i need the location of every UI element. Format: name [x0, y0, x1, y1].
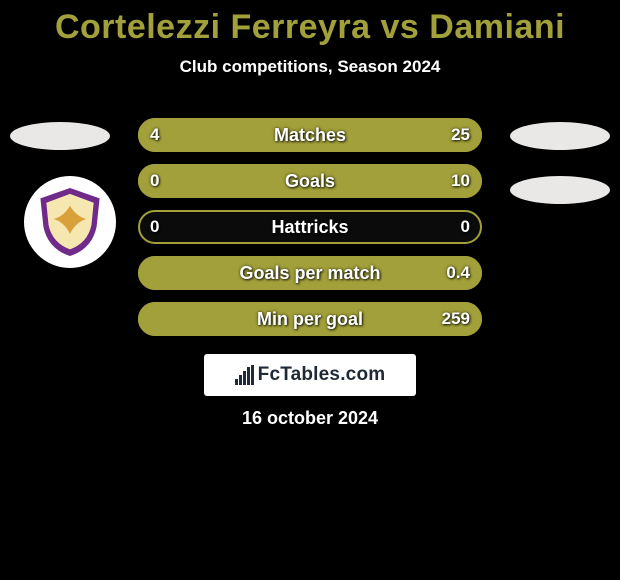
player-right-avatar-placeholder-2 — [510, 176, 610, 204]
page-title: Cortelezzi Ferreyra vs Damiani — [0, 0, 620, 47]
footer-logo: FcTables.com — [204, 354, 416, 396]
stat-row-min-per-goal: Min per goal259 — [138, 302, 482, 336]
bar-chart-icon — [235, 365, 254, 385]
player-right-avatar-placeholder-1 — [510, 122, 610, 150]
stat-value-left: 0 — [150, 164, 159, 198]
stat-value-right: 259 — [442, 302, 470, 336]
club-badge-icon — [33, 185, 107, 259]
player-left-avatar-placeholder — [10, 122, 110, 150]
stat-row-matches: Matches4 25 — [138, 118, 482, 152]
stat-label: Goals — [138, 164, 482, 198]
subtitle: Club competitions, Season 2024 — [0, 57, 620, 77]
stat-value-left: 0 — [150, 210, 159, 244]
stat-label: Matches — [138, 118, 482, 152]
stat-row-hattricks: Hattricks0 0 — [138, 210, 482, 244]
footer-logo-text: FcTables.com — [258, 364, 386, 386]
footer-date: 16 october 2024 — [0, 408, 620, 429]
stat-value-right: 0.4 — [446, 256, 470, 290]
stat-row-goals: Goals0 10 — [138, 164, 482, 198]
comparison-bars: Matches425Goals010Hattricks00Goals per m… — [138, 118, 482, 348]
stat-value-right: 0 — [461, 210, 470, 244]
stat-value-left: 4 — [150, 118, 159, 152]
stat-label: Hattricks — [138, 210, 482, 244]
stat-row-goals-per-match: Goals per match0.4 — [138, 256, 482, 290]
stat-value-right: 25 — [451, 118, 470, 152]
club-badge — [24, 176, 116, 268]
stat-label: Min per goal — [138, 302, 482, 336]
stat-value-right: 10 — [451, 164, 470, 198]
stat-label: Goals per match — [138, 256, 482, 290]
